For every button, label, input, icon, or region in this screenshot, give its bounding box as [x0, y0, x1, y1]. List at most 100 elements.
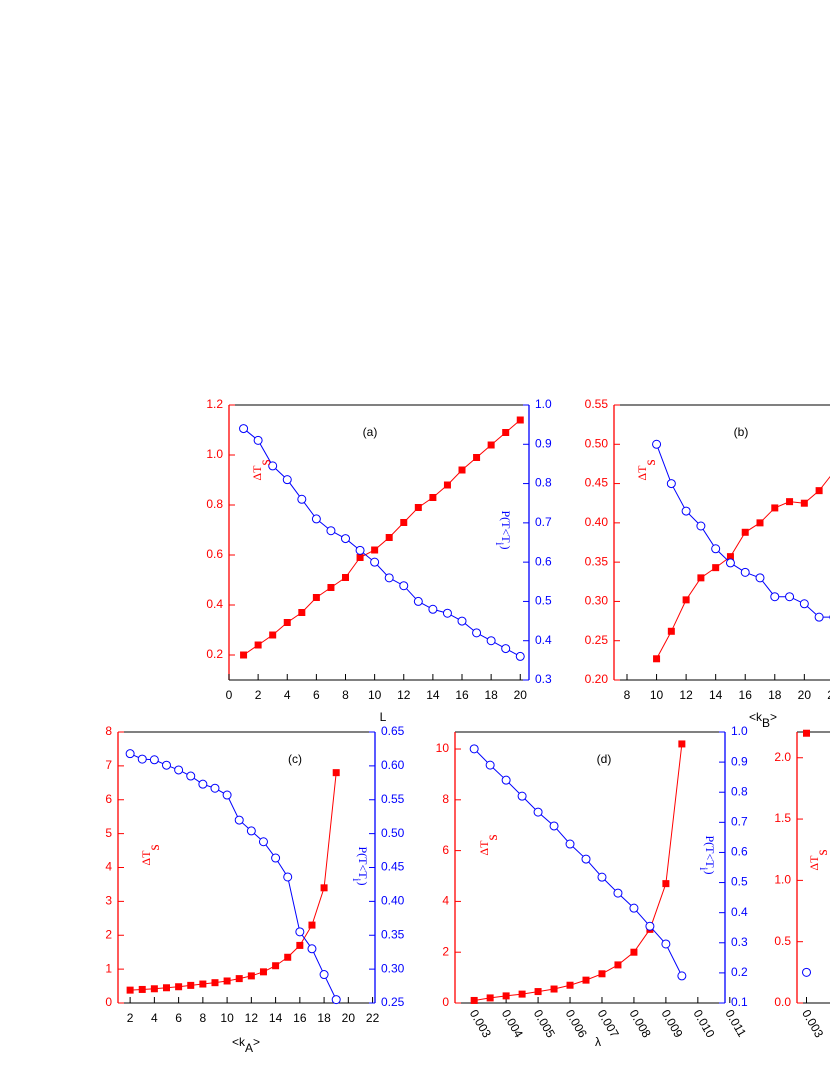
square-marker [138, 985, 146, 993]
circle-marker [137, 754, 147, 764]
x-tick-label: 0 [226, 688, 233, 702]
y-tick-label: 6 [105, 792, 112, 806]
x-axis-label: λ [595, 1035, 601, 1049]
label-main: <k [749, 710, 763, 724]
square-marker [518, 990, 526, 998]
circle-marker [399, 581, 409, 591]
circle-marker [271, 853, 281, 863]
y2-tick-label: 0.8 [731, 784, 748, 798]
circle-marker [613, 888, 623, 898]
y-tick-label: 0.2 [206, 647, 223, 661]
x-tick-label: 22 [827, 688, 830, 702]
square-marker [320, 884, 328, 892]
label-sub: i [350, 878, 364, 882]
label-sub: s [145, 844, 162, 850]
panel-title: (c) [288, 752, 302, 766]
circle-marker [457, 616, 467, 626]
square-marker [312, 594, 320, 601]
y-tick-label: 0.50 [585, 436, 609, 450]
square-marker [550, 985, 558, 993]
y-tick-label: 6 [442, 843, 449, 857]
square-marker [443, 481, 451, 489]
square-marker [162, 984, 170, 992]
y-tick-label: 2 [442, 944, 449, 958]
label-sub: s [641, 459, 658, 465]
label-end: ) [356, 882, 370, 886]
label-main: ΔT [250, 465, 264, 481]
y2-tick-label: 0.40 [381, 894, 405, 908]
square-marker [414, 504, 422, 511]
x-tick-label: 16 [739, 688, 753, 702]
x-tick-label: 12 [245, 1011, 259, 1025]
x-tick-label: 16 [455, 688, 469, 702]
y-tick-label: 3 [105, 894, 112, 908]
y-tick-label: 7 [105, 758, 112, 772]
y2-tick-label: 0.55 [381, 792, 405, 806]
label-end: ) [703, 871, 717, 875]
y2-axis-label: P(T<Ti) [697, 835, 717, 874]
square-marker [486, 994, 494, 1002]
series-line [129, 753, 337, 1000]
circle-marker [581, 854, 591, 864]
x-tick-label: 6 [175, 1011, 182, 1025]
y-tick-label: 0.0 [774, 995, 791, 1009]
circle-marker [198, 779, 208, 789]
circle-marker [222, 790, 232, 800]
square-marker [458, 466, 466, 474]
square-marker [175, 983, 183, 991]
label-main: ΔT [635, 465, 649, 481]
circle-marker [319, 970, 329, 980]
y-tick-label: 2.0 [774, 750, 791, 764]
panel-title: (a) [363, 425, 378, 439]
square-marker [259, 968, 267, 976]
y-tick-label: 1.5 [774, 811, 791, 825]
square-marker [653, 655, 661, 663]
label-main: <k [232, 1035, 246, 1049]
y-tick-label: 2 [105, 927, 112, 941]
circle-marker [515, 651, 525, 661]
y-tick-label: 4 [442, 894, 449, 908]
square-marker [534, 988, 542, 996]
square-marker [786, 498, 794, 506]
circle-marker [661, 939, 671, 949]
circle-marker [755, 573, 765, 583]
panel: 0.003 0.0 0.5 1.0 1.5 2.0 [774, 729, 830, 1040]
y2-tick-label: 0.60 [381, 758, 405, 772]
label-sub: s [256, 459, 273, 465]
circle-marker [253, 435, 263, 445]
square-marker [150, 985, 158, 993]
y2-tick-label: 0.5 [731, 875, 748, 889]
square-marker [726, 553, 734, 561]
square-marker [800, 499, 808, 507]
square-marker [284, 953, 292, 961]
circle-marker [696, 521, 706, 531]
circle-marker [311, 514, 321, 524]
y2-tick-label: 0.50 [381, 826, 405, 840]
y-tick-label: 1 [105, 961, 112, 975]
x-axis-label: L [380, 710, 387, 724]
square-marker [283, 619, 291, 626]
square-marker [240, 651, 248, 659]
label-sub: A [245, 1041, 253, 1055]
circle-marker [681, 506, 691, 516]
circle-marker [307, 944, 317, 954]
y2-tick-label: 0.65 [381, 724, 405, 738]
circle-marker [770, 592, 780, 602]
square-marker [566, 981, 574, 989]
y2-tick-label: 0.9 [731, 754, 748, 768]
y-tick-label: 0.25 [585, 633, 609, 647]
circle-marker [442, 608, 452, 618]
y-tick-label: 4 [105, 860, 112, 874]
x-tick-label: 0.008 [627, 1007, 654, 1040]
label-sub: i [493, 542, 507, 546]
circle-marker [517, 791, 527, 801]
panel: 2 4 6 8 10 12 14 16 18 20 220123456780.250.300.350… [105, 724, 404, 1025]
y-tick-label: 8 [442, 792, 449, 806]
square-marker [342, 574, 350, 581]
circle-marker [472, 628, 482, 638]
panel-title: (b) [734, 425, 749, 439]
circle-marker [355, 545, 365, 555]
label-main: P(T<T [703, 835, 717, 868]
y-tick-label: 0.8 [206, 497, 223, 511]
square-marker [682, 596, 690, 604]
